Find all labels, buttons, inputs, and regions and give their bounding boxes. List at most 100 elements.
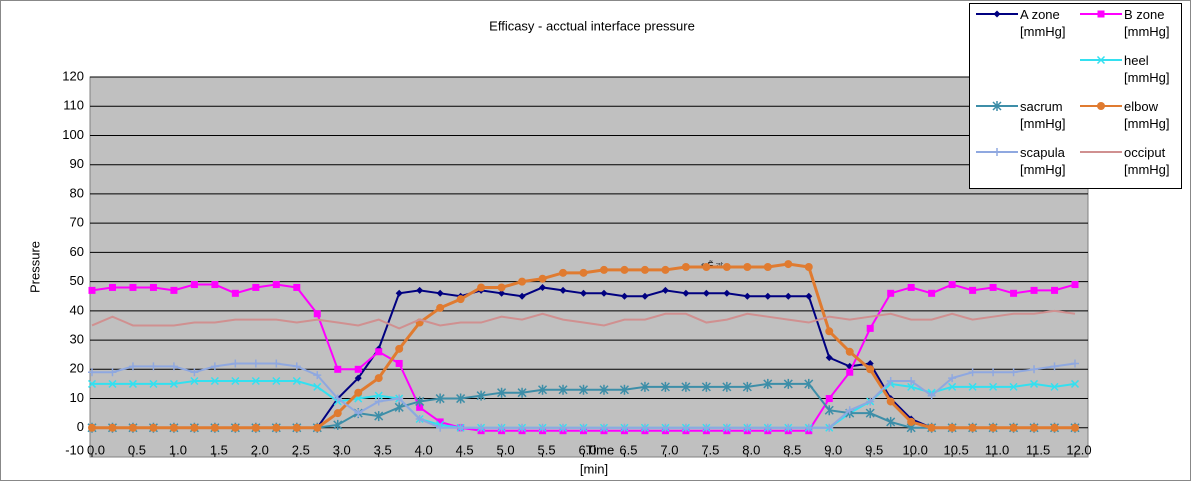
y-axis-title: Pressure (27, 241, 42, 293)
point (993, 148, 1001, 156)
point (825, 354, 833, 362)
point (374, 374, 383, 383)
point (907, 382, 916, 391)
point (948, 281, 956, 289)
point (866, 397, 875, 406)
point (701, 381, 711, 392)
point (1051, 286, 1059, 294)
point (149, 423, 158, 432)
point (641, 292, 649, 300)
point (928, 289, 936, 297)
point (231, 376, 240, 386)
y-tick-label: 120 (62, 68, 84, 83)
point (600, 289, 608, 297)
point (907, 417, 916, 426)
plot-area (89, 76, 1089, 458)
point (292, 362, 301, 371)
x-tick-label: 1.0 (169, 442, 187, 457)
point (88, 368, 96, 377)
point (1097, 102, 1105, 110)
point (989, 423, 998, 432)
legend-label: scapula [mmHg] (1020, 145, 1066, 177)
legend-label: elbow [mmHg] (1124, 99, 1170, 131)
point (333, 419, 343, 430)
point (456, 393, 466, 404)
legend-item: occiput [mmHg] (1076, 143, 1180, 187)
point (722, 381, 732, 392)
point (578, 384, 589, 395)
point (374, 397, 383, 406)
point (87, 379, 97, 388)
point (579, 268, 588, 277)
point (845, 406, 854, 415)
point (128, 362, 137, 371)
point (579, 423, 588, 432)
point (210, 376, 219, 386)
point (723, 289, 731, 297)
point (1009, 382, 1018, 391)
point (805, 292, 813, 300)
point (969, 286, 977, 294)
point (169, 379, 178, 388)
point (620, 265, 629, 274)
point (887, 289, 895, 297)
point (395, 359, 403, 367)
point (1009, 368, 1018, 377)
point (968, 368, 977, 377)
point (354, 374, 362, 382)
point (1009, 423, 1018, 432)
x-tick-label: 8.5 (783, 442, 801, 457)
point (415, 415, 424, 423)
x-tick-label: 7.0 (660, 442, 678, 457)
point (313, 382, 322, 391)
legend-swatch (1080, 102, 1122, 110)
point (477, 423, 486, 432)
point (1030, 365, 1039, 374)
point (846, 368, 854, 376)
point (784, 260, 793, 269)
point (272, 359, 281, 368)
legend-item: heel [mmHg] (1076, 51, 1180, 95)
legend-item: scapula [mmHg] (972, 143, 1076, 187)
point (497, 387, 507, 398)
y-tick-label: 40 (70, 302, 84, 317)
point (558, 384, 568, 395)
point (764, 292, 772, 300)
point (804, 378, 814, 389)
point (559, 268, 568, 277)
point (702, 423, 711, 432)
x-tick-label: 6.0 (578, 442, 596, 457)
point (1096, 55, 1106, 65)
x-tick-label: 7.5 (701, 442, 719, 457)
point (108, 368, 117, 377)
legend-label: B zone [mmHg] (1124, 7, 1170, 39)
point (865, 408, 875, 419)
x-tick-label: 8.0 (742, 442, 760, 457)
point (763, 263, 772, 271)
point (436, 418, 444, 426)
point (334, 365, 342, 373)
point (456, 295, 465, 304)
point (272, 423, 281, 432)
point (743, 423, 752, 432)
point (804, 263, 813, 271)
point (702, 263, 711, 271)
point (907, 283, 915, 291)
point (313, 371, 322, 380)
point (866, 365, 875, 374)
point (702, 289, 710, 297)
point (436, 289, 444, 297)
y-tick-label: 0 (77, 419, 84, 434)
point (190, 423, 199, 432)
legend-swatch (1080, 151, 1122, 153)
point (211, 281, 219, 289)
point (538, 384, 548, 395)
x-tick-label: 4.0 (415, 442, 433, 457)
point (313, 310, 321, 318)
point (88, 286, 96, 294)
point (149, 379, 158, 388)
point (292, 423, 301, 432)
point (927, 391, 936, 400)
point (476, 390, 486, 401)
